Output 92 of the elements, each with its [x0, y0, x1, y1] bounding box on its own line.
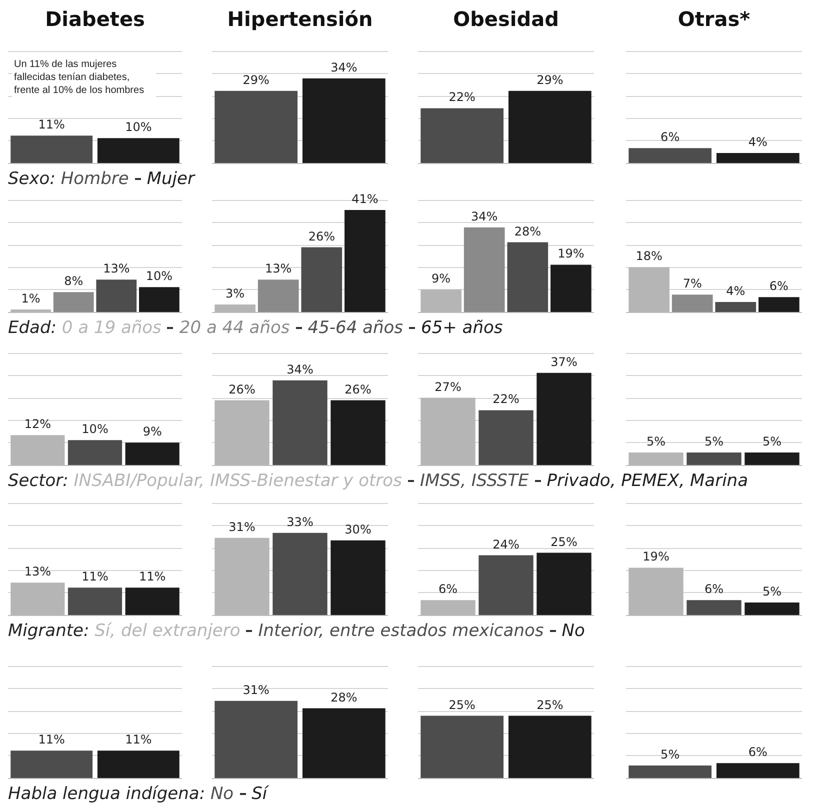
data-label: 25% — [550, 534, 578, 549]
data-label: 27% — [434, 380, 462, 394]
data-label: 31% — [242, 682, 270, 697]
text: Interior, entre estados mexicanos — [258, 621, 544, 641]
text: IMSS, ISSSTE — [420, 471, 529, 491]
data-label: 19% — [558, 246, 584, 261]
data-label: 5% — [660, 748, 680, 762]
data-label: 1% — [21, 292, 40, 306]
data-label: 25% — [448, 698, 476, 712]
bar — [758, 297, 800, 312]
data-label: 11% — [139, 570, 166, 584]
chart-title: Hipertensión — [227, 7, 373, 31]
data-label: 3% — [226, 286, 245, 301]
data-label: 34% — [330, 60, 358, 74]
text: No — [562, 621, 585, 641]
data-label: 25% — [536, 698, 564, 712]
legend-title: Edad: — [8, 318, 58, 338]
data-label: 12% — [24, 417, 51, 432]
text: 65+ años — [421, 318, 503, 338]
data-label: 33% — [286, 514, 314, 529]
bar — [672, 294, 713, 312]
data-label: 31% — [228, 520, 256, 534]
legend-title: Sexo: — [8, 169, 56, 189]
data-label: 6% — [660, 130, 680, 144]
data-label: 24% — [492, 537, 520, 552]
data-label: 37% — [550, 354, 578, 369]
data-label: 8% — [64, 274, 84, 288]
data-label: 6% — [704, 582, 724, 596]
data-label: 29% — [536, 72, 564, 87]
bar — [258, 280, 299, 312]
data-label: 26% — [344, 382, 372, 396]
data-label: 11% — [125, 732, 152, 747]
data-label: 11% — [38, 118, 65, 132]
data-label: 30% — [344, 522, 372, 536]
data-label: 9% — [142, 424, 162, 439]
bar — [464, 227, 505, 312]
data-label: 26% — [308, 229, 335, 244]
data-label: 7% — [682, 276, 702, 291]
bar — [507, 242, 548, 312]
data-label: 28% — [514, 224, 541, 238]
text: No — [210, 784, 234, 804]
data-label: 18% — [636, 249, 662, 264]
legend-title: Migrante: — [8, 621, 90, 641]
chart-title: Diabetes — [45, 7, 145, 31]
series-label: Sí, del extranjero — [94, 621, 240, 641]
data-label: 10% — [146, 269, 173, 284]
data-label: 22% — [492, 392, 520, 406]
data-label: 6% — [748, 745, 768, 760]
data-label: 5% — [762, 434, 782, 449]
legend-title: Habla lengua indígena: — [8, 784, 206, 804]
data-label: 11% — [38, 732, 65, 747]
data-label: 26% — [228, 382, 256, 396]
data-label: 9% — [432, 272, 451, 286]
data-label: 10% — [82, 422, 108, 436]
text: Privado, PEMEX, Marina — [546, 471, 748, 491]
text: 45-64 años — [308, 318, 404, 338]
data-label: 34% — [471, 209, 498, 224]
data-label: 5% — [704, 434, 724, 449]
bar — [301, 247, 342, 312]
bar — [344, 210, 386, 312]
bar — [550, 264, 592, 312]
series-label: 0 a 19 años — [62, 318, 162, 338]
data-label: 6% — [769, 279, 788, 294]
data-label: 29% — [242, 72, 270, 87]
data-label: 22% — [448, 90, 476, 104]
bar — [139, 287, 180, 312]
chart-title: Otras* — [678, 7, 751, 31]
chart-title: Obesidad — [453, 7, 559, 31]
text: 20 a 44 años — [179, 318, 290, 338]
data-label: 13% — [103, 262, 130, 276]
data-label: 34% — [286, 362, 314, 376]
series-label: Hombre — [60, 169, 129, 189]
data-label: 10% — [125, 120, 152, 134]
bar — [96, 280, 137, 312]
data-label: 13% — [24, 564, 51, 579]
data-label: 4% — [748, 135, 768, 150]
series-label: Mujer — [146, 169, 194, 189]
text: Sí — [252, 784, 268, 804]
data-label: 11% — [82, 570, 108, 584]
data-label: 5% — [646, 434, 666, 449]
series-label: INSABI/Popular, IMSS-Bienestar y otros — [74, 471, 402, 491]
bar — [715, 302, 756, 312]
bar — [53, 292, 94, 312]
annotation: Un 11% de las mujeres fallecidas tenían diabetes, frente al 10% de los hombres — [14, 59, 144, 96]
data-label: 4% — [726, 284, 746, 298]
data-label: 6% — [438, 582, 458, 596]
data-label: 5% — [762, 584, 782, 599]
data-label: 19% — [642, 550, 670, 564]
legend-title: Sector: — [8, 471, 70, 491]
data-label: 41% — [352, 192, 378, 206]
data-label: 13% — [265, 262, 292, 276]
data-label: 28% — [330, 690, 358, 704]
